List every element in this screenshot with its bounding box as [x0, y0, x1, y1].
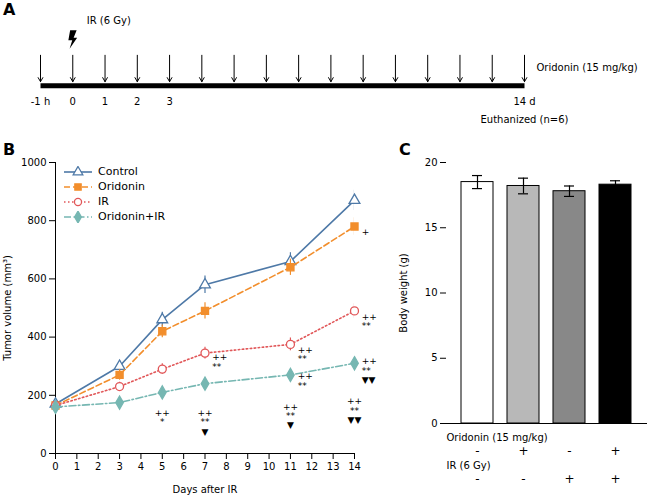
svg-text:1: 1 [74, 461, 80, 472]
svg-text:13: 13 [327, 461, 340, 472]
svg-text:Euthanized (n=6): Euthanized (n=6) [481, 114, 569, 125]
svg-text:+: + [610, 472, 620, 486]
svg-text:+: + [518, 444, 528, 458]
svg-text:0: 0 [52, 461, 58, 472]
svg-text:0: 0 [70, 96, 76, 107]
svg-text:++**: ++** [298, 345, 313, 364]
svg-text:Oridonin (15 mg/kg): Oridonin (15 mg/kg) [537, 62, 638, 73]
svg-text:2: 2 [134, 96, 140, 107]
svg-text:-: - [567, 444, 571, 458]
svg-text:5: 5 [159, 461, 165, 472]
svg-text:++**▼: ++**▼ [197, 408, 212, 437]
svg-text:7: 7 [202, 461, 208, 472]
html-text:IR: IR [98, 195, 109, 208]
svg-text:600: 600 [27, 273, 46, 284]
svg-text:1000: 1000 [21, 157, 46, 168]
svg-text:4: 4 [138, 461, 144, 472]
svg-text:0: 0 [431, 418, 437, 429]
svg-text:-1 h: -1 h [31, 96, 51, 107]
svg-text:Oridonin (15 mg/kg): Oridonin (15 mg/kg) [447, 432, 548, 443]
html-text:Oridonin+IR: Oridonin+IR [98, 210, 166, 223]
svg-text:Body weight (g): Body weight (g) [398, 253, 409, 333]
svg-text:5: 5 [431, 352, 437, 363]
html-text:Oridonin: Oridonin [98, 180, 145, 193]
svg-text:200: 200 [27, 390, 46, 401]
svg-text:++**▼▼: ++**▼▼ [362, 356, 377, 385]
html-text:Control: Control [98, 165, 138, 178]
svg-text:Tumor volume (mm³): Tumor volume (mm³) [2, 255, 13, 362]
html-text:A: A [3, 0, 16, 19]
html-text:B: B [3, 140, 16, 159]
svg-text:9: 9 [245, 461, 251, 472]
svg-text:11: 11 [284, 461, 297, 472]
svg-text:++**: ++** [212, 352, 227, 371]
svg-text:14: 14 [348, 461, 361, 472]
svg-text:+: + [362, 227, 370, 237]
svg-text:+: + [610, 444, 620, 458]
svg-text:15: 15 [425, 222, 438, 233]
svg-text:++**: ++** [362, 312, 377, 331]
svg-text:3: 3 [116, 461, 122, 472]
svg-text:-: - [475, 444, 479, 458]
svg-text:++**: ++** [298, 371, 313, 390]
svg-text:0: 0 [40, 448, 46, 459]
svg-text:10: 10 [263, 461, 276, 472]
svg-text:-: - [475, 472, 479, 486]
svg-text:++**▼: ++**▼ [283, 402, 298, 431]
html-text:C: C [399, 140, 411, 159]
svg-text:1: 1 [102, 96, 108, 107]
svg-text:+: + [564, 472, 574, 486]
svg-text:10: 10 [425, 287, 438, 298]
svg-text:IR (6 Gy): IR (6 Gy) [87, 15, 131, 26]
svg-text:++*: ++* [155, 408, 170, 427]
svg-text:14 d: 14 d [513, 96, 535, 107]
svg-text:8: 8 [223, 461, 229, 472]
svg-text:6: 6 [180, 461, 186, 472]
svg-text:800: 800 [27, 215, 46, 226]
svg-text:-: - [521, 472, 525, 486]
svg-text:20: 20 [425, 157, 438, 168]
svg-text:3: 3 [166, 96, 172, 107]
svg-text:IR (6 Gy): IR (6 Gy) [447, 460, 491, 471]
svg-text:++**▼▼: ++**▼▼ [347, 396, 362, 425]
svg-text:12: 12 [305, 461, 318, 472]
svg-text:400: 400 [27, 331, 46, 342]
svg-text:Days after IR: Days after IR [173, 484, 238, 495]
svg-text:2: 2 [95, 461, 101, 472]
